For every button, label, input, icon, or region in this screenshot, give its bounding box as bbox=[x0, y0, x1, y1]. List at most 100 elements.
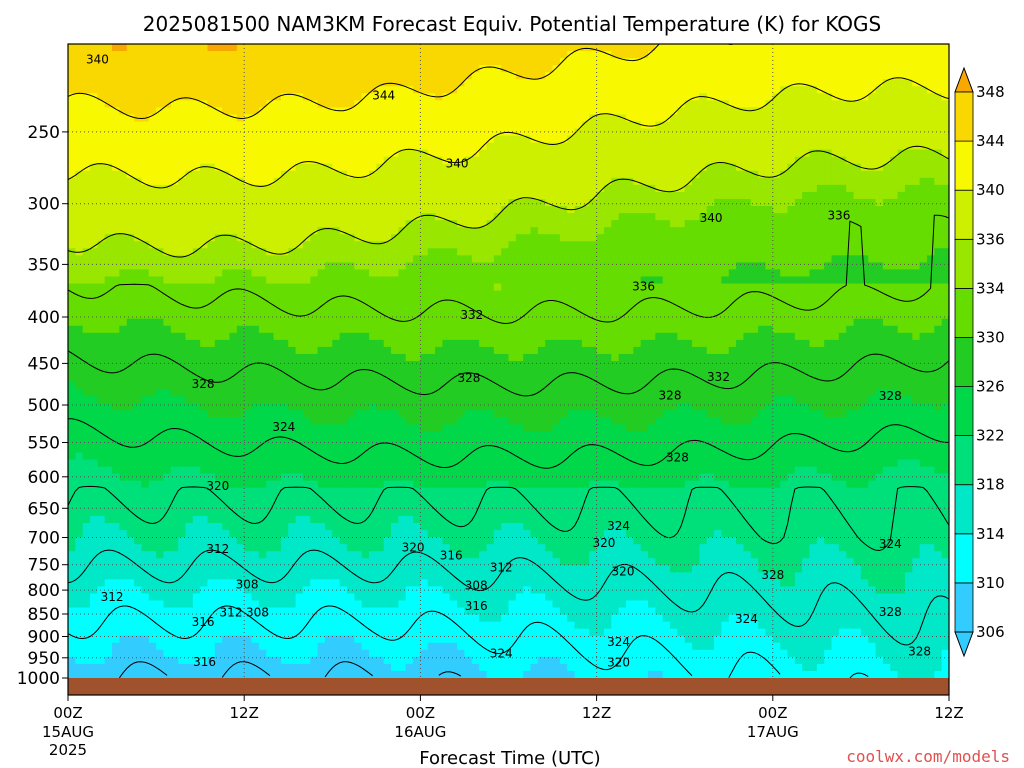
field-cell bbox=[647, 227, 656, 235]
field-cell bbox=[625, 44, 634, 52]
field-cell bbox=[728, 248, 737, 256]
field-cell bbox=[464, 135, 473, 144]
field-cell bbox=[758, 100, 767, 108]
field-cell bbox=[324, 93, 333, 101]
field-cell bbox=[222, 234, 231, 242]
field-cell bbox=[743, 121, 752, 130]
field-cell bbox=[405, 241, 414, 249]
field-cell bbox=[581, 100, 590, 108]
field-cell bbox=[890, 311, 899, 320]
field-cell bbox=[816, 121, 825, 130]
field-cell bbox=[258, 79, 267, 87]
field-cell bbox=[405, 283, 414, 292]
field-cell bbox=[743, 198, 752, 207]
field-cell bbox=[581, 107, 590, 116]
field-cell bbox=[618, 72, 627, 80]
field-cell bbox=[765, 262, 774, 271]
field-cell bbox=[361, 65, 370, 73]
field-cell bbox=[802, 262, 811, 271]
field-cell bbox=[692, 142, 700, 151]
field-cell bbox=[501, 206, 510, 214]
field-cell bbox=[442, 262, 451, 271]
field-cell bbox=[603, 86, 612, 94]
field-cell bbox=[743, 44, 752, 52]
field-cell bbox=[185, 276, 194, 285]
field-cell bbox=[765, 149, 774, 158]
field-cell bbox=[471, 156, 480, 165]
field-cell bbox=[853, 220, 862, 228]
field-cell bbox=[244, 93, 253, 101]
field-cell bbox=[501, 297, 510, 306]
field-cell bbox=[802, 269, 811, 278]
field-cell bbox=[170, 72, 179, 80]
field-cell bbox=[684, 58, 693, 66]
field-cell bbox=[706, 128, 715, 137]
field-cell bbox=[714, 262, 723, 271]
field-cell bbox=[273, 269, 282, 278]
field-cell bbox=[361, 177, 370, 186]
field-cell bbox=[449, 100, 458, 108]
field-cell bbox=[515, 86, 524, 94]
field-cell bbox=[317, 100, 326, 108]
field-cell bbox=[508, 262, 517, 271]
field-cell bbox=[904, 241, 913, 249]
field-cell bbox=[420, 114, 429, 123]
field-cell bbox=[868, 51, 877, 59]
field-cell bbox=[442, 255, 451, 263]
field-cell bbox=[662, 198, 671, 207]
field-cell bbox=[273, 114, 282, 123]
field-cell bbox=[376, 262, 385, 271]
field-cell bbox=[317, 86, 326, 94]
field-cell bbox=[890, 262, 899, 271]
field-cell bbox=[126, 184, 135, 193]
field-cell bbox=[354, 65, 363, 73]
field-cell bbox=[772, 51, 781, 59]
field-cell bbox=[882, 128, 891, 137]
field-cell bbox=[104, 276, 113, 285]
field-cell bbox=[68, 206, 76, 214]
field-cell bbox=[493, 198, 502, 207]
field-cell bbox=[882, 170, 891, 179]
field-cell bbox=[868, 304, 877, 313]
field-cell bbox=[603, 220, 612, 228]
field-cell bbox=[126, 311, 135, 320]
field-cell bbox=[126, 304, 135, 313]
field-cell bbox=[706, 198, 715, 207]
field-cell bbox=[420, 156, 429, 165]
field-cell bbox=[647, 283, 656, 292]
field-cell bbox=[185, 269, 194, 278]
field-cell bbox=[266, 100, 275, 108]
field-cell bbox=[655, 93, 664, 101]
field-cell bbox=[486, 51, 495, 59]
field-cell bbox=[625, 128, 634, 137]
field-cell bbox=[743, 213, 752, 221]
field-cell bbox=[90, 325, 98, 334]
field-cell bbox=[868, 276, 877, 285]
field-cell bbox=[934, 290, 943, 299]
field-cell bbox=[736, 325, 745, 334]
field-cell bbox=[383, 156, 392, 165]
field-cell bbox=[427, 128, 436, 137]
field-cell bbox=[112, 325, 120, 334]
field-cell bbox=[662, 191, 671, 200]
field-cell bbox=[244, 114, 253, 123]
field-cell bbox=[750, 227, 759, 235]
field-cell bbox=[288, 304, 297, 313]
field-cell bbox=[919, 58, 928, 66]
field-cell bbox=[449, 58, 458, 66]
field-cell bbox=[501, 177, 510, 186]
field-cell bbox=[457, 283, 466, 292]
field-cell bbox=[816, 220, 825, 228]
field-cell bbox=[126, 170, 135, 179]
field-cell bbox=[581, 44, 590, 52]
field-cell bbox=[104, 290, 113, 299]
field-cell bbox=[141, 191, 150, 200]
field-cell bbox=[126, 332, 135, 341]
field-cell bbox=[875, 58, 884, 66]
field-cell bbox=[413, 72, 421, 80]
field-cell bbox=[90, 283, 98, 292]
field-cell bbox=[831, 51, 840, 59]
field-cell bbox=[728, 170, 737, 179]
field-cell bbox=[728, 79, 737, 87]
field-cell bbox=[141, 128, 150, 137]
